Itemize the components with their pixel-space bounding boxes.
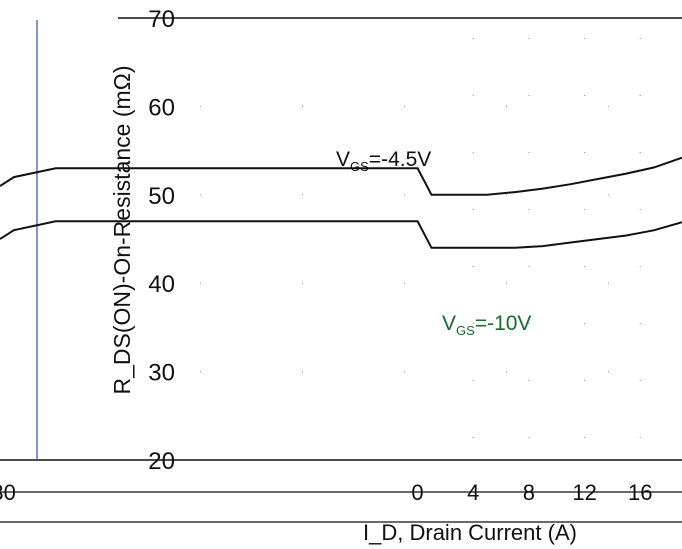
- x-tick-label: 0: [411, 480, 423, 505]
- x-tick-label: -30: [0, 480, 16, 505]
- tick-labels: 20 30 40 50 60 70 -30 0 4 8 12 16: [0, 6, 652, 505]
- series-labels: VGS=-4.5V VGS=-10V: [336, 148, 531, 338]
- series-lines: [0, 156, 682, 249]
- axes: [0, 17, 682, 523]
- y-tick-label: 40: [148, 271, 175, 298]
- axis-titles: I_D, Drain Current (A) R_DS(ON)-On-Resist…: [109, 65, 577, 545]
- series-label-0: VGS=-4.5V: [336, 148, 431, 174]
- series-line-1: [0, 220, 682, 249]
- y-tick-label: 30: [148, 360, 175, 387]
- y-tick-label: 60: [148, 94, 175, 121]
- y-axis-title: R_DS(ON)-On-Resistance (mΩ): [109, 65, 135, 394]
- x-tick-label: 4: [467, 480, 479, 505]
- grid: [200, 38, 680, 450]
- series-label-1: VGS=-10V: [442, 312, 531, 338]
- x-axis-title: I_D, Drain Current (A): [363, 520, 577, 545]
- y-tick-label: 50: [148, 183, 175, 210]
- y-tick-label: 70: [148, 6, 175, 33]
- y-tick-label: 20: [148, 448, 175, 475]
- series-line-0: [0, 156, 682, 196]
- x-tick-label: 12: [572, 480, 596, 505]
- x-tick-label: 8: [523, 480, 535, 505]
- x-tick-label: 16: [628, 480, 652, 505]
